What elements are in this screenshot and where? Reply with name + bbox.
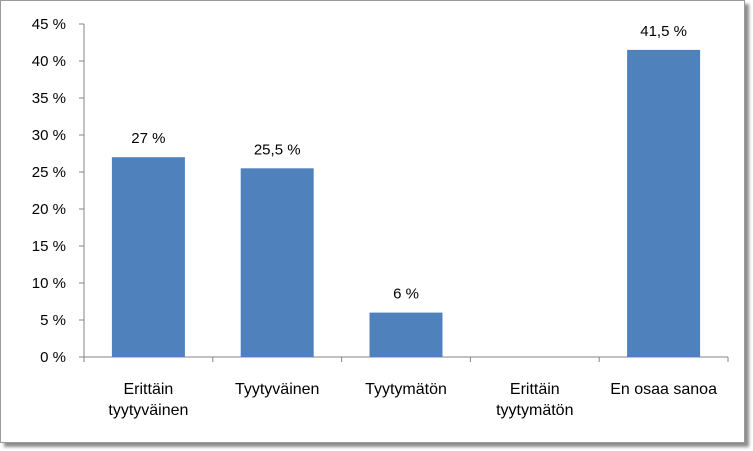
y-tick-label: 35 % xyxy=(32,90,66,107)
chart-labels: 0 % 5 % 10 % 15 % 20 % 25 % 30 % 35 % 40 % 45 % 27… xyxy=(32,16,717,419)
y-tick-label: 45 % xyxy=(32,16,66,33)
data-label: 25,5 % xyxy=(254,141,301,158)
data-label: 41,5 % xyxy=(640,23,687,40)
y-tick-label: 40 % xyxy=(32,53,66,70)
data-label: 6 % xyxy=(393,286,419,303)
bar xyxy=(627,49,701,358)
bar xyxy=(111,157,185,357)
y-tick-label: 10 % xyxy=(32,275,66,292)
x-tick-label: Tyytyväinen xyxy=(235,381,319,398)
chart-bars xyxy=(111,49,701,358)
bar xyxy=(369,312,443,357)
y-tick-label: 5 % xyxy=(40,312,66,329)
y-tick-label: 0 % xyxy=(40,349,66,366)
bar xyxy=(240,168,314,357)
y-tick-label: 20 % xyxy=(32,201,66,218)
y-tick-label: 25 % xyxy=(32,164,66,181)
x-tick-label: En osaa sanoa xyxy=(610,381,717,398)
x-tick-label: Tyytymätön xyxy=(365,381,447,398)
y-tick-label: 15 % xyxy=(32,238,66,255)
x-tick-label: Erittäin tyytyväinen xyxy=(108,381,188,419)
x-tick-label: Erittäin tyytymätön xyxy=(496,381,573,419)
data-label: 27 % xyxy=(131,130,165,147)
y-tick-label: 30 % xyxy=(32,127,66,144)
